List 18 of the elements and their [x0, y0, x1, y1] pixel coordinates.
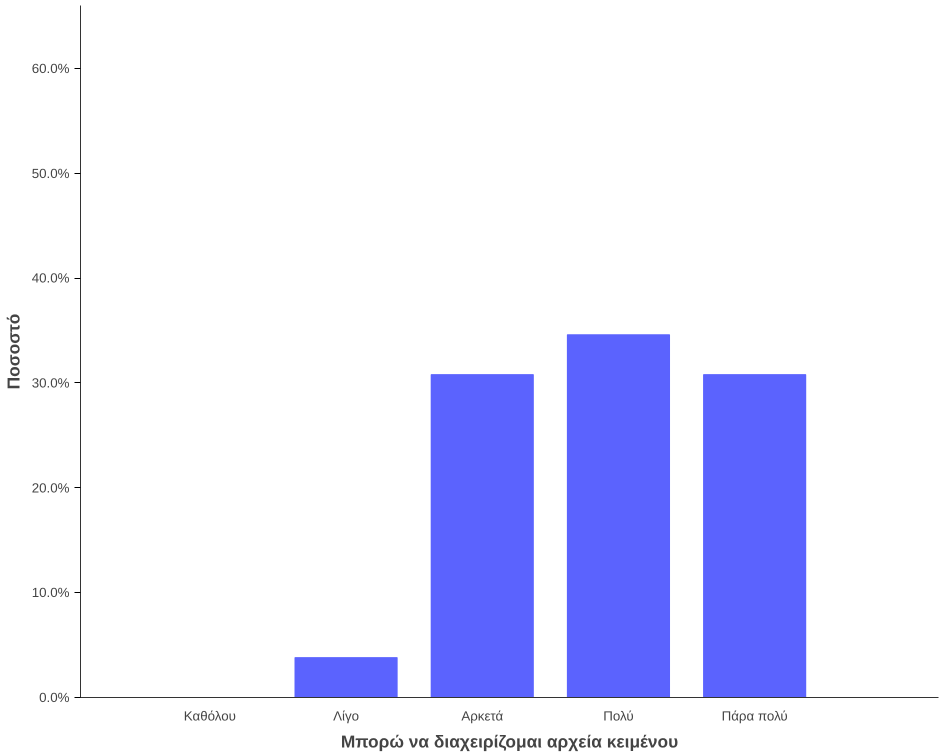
y-tick-label: 60.0%: [32, 60, 70, 76]
x-tick-label: Αρκετά: [461, 708, 504, 724]
y-tick-label: 10.0%: [32, 585, 70, 600]
bar: [294, 657, 398, 698]
y-tick-label: 50.0%: [32, 166, 70, 181]
bar: [430, 374, 534, 698]
bar: [566, 334, 670, 698]
x-tick-label: Πολύ: [603, 708, 634, 724]
x-tick-label: Καθόλου: [184, 708, 236, 724]
x-axis-title: Μπορώ να διαχειρίζομαι αρχεία κειμένου: [340, 732, 678, 752]
y-tick-label: 40.0%: [32, 270, 70, 286]
y-axis-title: Ποσοστό: [4, 314, 24, 390]
y-tick-label: 0.0%: [39, 690, 70, 705]
x-tick-label: Πάρα πολύ: [722, 708, 788, 724]
bar: [703, 374, 806, 698]
y-tick-label: 20.0%: [32, 480, 70, 496]
x-tick-label: Λίγο: [333, 708, 360, 724]
y-tick-label: 30.0%: [32, 375, 70, 390]
